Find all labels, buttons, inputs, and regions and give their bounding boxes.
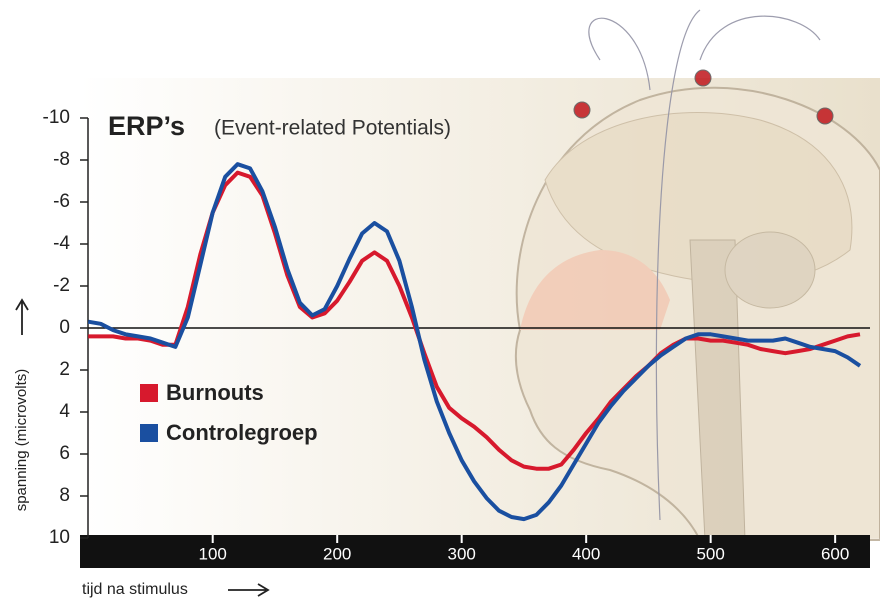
x-axis-label: tijd na stimulus xyxy=(82,581,188,598)
legend-swatch xyxy=(140,384,158,402)
y-tick-label: -6 xyxy=(53,191,70,212)
y-tick-label: 0 xyxy=(59,317,70,338)
legend-label: Controlegroep xyxy=(166,420,318,445)
y-arrow xyxy=(16,300,28,335)
y-tick-label: 2 xyxy=(59,359,70,380)
x-tick-label: 500 xyxy=(696,544,724,563)
x-tick-label: 400 xyxy=(572,544,600,563)
y-tick-label: -4 xyxy=(53,233,70,254)
y-tick-label: -2 xyxy=(53,275,70,296)
y-tick-label: 10 xyxy=(49,527,70,548)
y-tick-label: 8 xyxy=(59,485,70,506)
y-tick-label: -8 xyxy=(53,149,70,170)
minor-ticks xyxy=(80,535,870,540)
chart: ERP’s (Event-related Potentials) spannin… xyxy=(0,0,880,601)
x-arrow xyxy=(228,584,268,596)
y-axis-label: spanning (microvolts) xyxy=(13,369,30,512)
x-tick-label: 200 xyxy=(323,544,351,563)
y-tick-label: -10 xyxy=(43,107,70,128)
chart-subtitle: (Event-related Potentials) xyxy=(214,117,451,140)
x-tick-label: 600 xyxy=(821,544,849,563)
legend-label: Burnouts xyxy=(166,380,264,405)
x-tick-label: 300 xyxy=(447,544,475,563)
chart-title: ERP’s xyxy=(108,111,185,141)
y-tick-label: 4 xyxy=(59,401,70,422)
y-tick-label: 6 xyxy=(59,443,70,464)
x-tick-label: 100 xyxy=(199,544,227,563)
legend-swatch xyxy=(140,424,158,442)
